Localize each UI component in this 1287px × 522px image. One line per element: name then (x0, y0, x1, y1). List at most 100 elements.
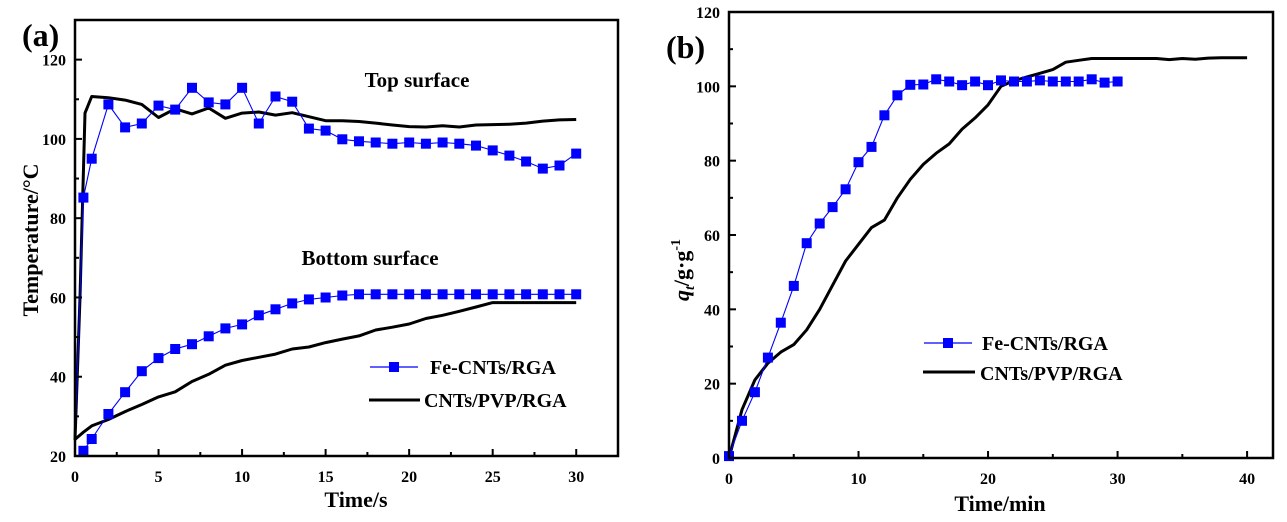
data-point (1086, 74, 1097, 85)
data-point (237, 82, 248, 93)
legend-a-fe-label: Fe-CNTs/RGA (430, 357, 556, 379)
panel-b-series (724, 56, 1248, 462)
data-point (853, 157, 864, 168)
data-point (554, 160, 565, 171)
data-point (253, 310, 264, 321)
panel-a-label: (a) (22, 17, 59, 53)
data-point (944, 76, 955, 87)
data-point (337, 134, 348, 145)
data-point (471, 140, 481, 151)
data-point (270, 91, 281, 102)
data-point (775, 317, 786, 328)
data-point (931, 74, 942, 85)
data-point (78, 192, 89, 203)
data-point (1009, 76, 1019, 87)
x-tick-label: 30 (1110, 471, 1126, 488)
data-point (454, 289, 465, 300)
y-tick-label: 40 (704, 302, 720, 319)
panel-b-y-axis-title: qt/g·g-1 (669, 239, 698, 301)
data-point (1034, 75, 1045, 86)
data-point (504, 150, 515, 161)
data-point (892, 90, 903, 101)
data-point (354, 289, 364, 300)
y-tick-label: 0 (712, 451, 720, 468)
data-point (103, 99, 114, 110)
data-point (86, 153, 97, 164)
series-line-cnts-pvp-rga-bottom-surface (74, 301, 577, 441)
data-point (136, 118, 147, 129)
data-point (153, 353, 164, 364)
y-tick-label: 20 (50, 449, 66, 466)
panel-a-x-axis-title: Time/s (324, 487, 388, 512)
panel-a-legend: Fe-CNTs/RGA CNTs/PVP/RGA (369, 357, 567, 412)
x-tick-label: 10 (234, 469, 250, 486)
data-point (1073, 76, 1084, 87)
legend-b-fe-label: Fe-CNTs/RGA (982, 333, 1108, 355)
y-tick-label: 60 (50, 290, 66, 307)
series-cnts-pvp-rga (727, 56, 1248, 459)
data-point (571, 148, 582, 159)
data-point (537, 163, 548, 174)
data-point (120, 122, 131, 133)
data-point (354, 136, 364, 147)
panel-a-x-ticks: 0 5 10 15 20 25 30 (71, 449, 584, 486)
panel-a-plot-frame (73, 18, 620, 458)
data-point (287, 298, 298, 309)
data-point (220, 323, 231, 334)
data-point (86, 434, 97, 444)
ylabel-sub: t (683, 285, 698, 290)
panel-b-adsorption-chart: (b) 0 10 20 30 40 0 20 40 60 80 100 120 Time/min q… (666, 5, 1275, 516)
data-point (996, 75, 1006, 86)
data-point (337, 290, 348, 301)
ylabel-sup: -1 (669, 239, 684, 251)
data-point (437, 289, 448, 300)
x-tick-label: 20 (980, 471, 996, 488)
y-tick-label: 80 (50, 211, 66, 228)
legend-b-fe-marker (943, 338, 953, 348)
data-point (788, 280, 799, 291)
data-point (103, 409, 114, 419)
series-fe-cnts-rga-top-surface (74, 82, 582, 441)
data-point (420, 138, 431, 149)
data-point (370, 289, 381, 300)
series-line-fe-cnts-rga (728, 78, 1118, 457)
data-point (253, 118, 264, 129)
data-point (420, 289, 431, 300)
data-point (905, 79, 916, 90)
data-point (918, 79, 929, 90)
data-point (454, 138, 465, 149)
data-point (840, 184, 851, 195)
data-point (237, 319, 248, 330)
data-point (814, 218, 825, 229)
series-line-cnts-pvp-rga-top-surface (73, 95, 577, 441)
data-point (537, 289, 548, 300)
x-tick-label: 25 (485, 469, 501, 486)
data-point (487, 145, 498, 156)
panel-a-temperature-chart: (a) 0 5 10 15 20 25 30 20 40 60 80 100 120 Time/s T… (18, 17, 620, 512)
panel-a-series (73, 82, 582, 456)
data-point (970, 76, 981, 87)
ylabel-rest: /g·g (669, 251, 694, 287)
annotation-bottom-surface: Bottom surface (301, 246, 438, 270)
data-point (957, 80, 968, 91)
data-point (404, 137, 415, 148)
data-point (303, 294, 314, 305)
data-point (203, 97, 214, 108)
y-tick-label: 20 (704, 377, 720, 394)
data-point (471, 289, 481, 300)
x-tick-label: 30 (568, 469, 584, 486)
panel-a-y-axis-title: Temperature/°C (18, 163, 43, 316)
series-cnts-pvp-rga-top-surface (73, 95, 577, 441)
data-point (153, 100, 164, 111)
data-point (762, 352, 773, 363)
data-point (521, 156, 532, 167)
data-point (78, 445, 89, 456)
series-fe-cnts-rga-bottom-surface (78, 289, 582, 456)
data-point (437, 137, 448, 148)
data-point (571, 289, 582, 300)
x-tick-label: 40 (1239, 471, 1255, 488)
data-point (187, 82, 197, 93)
data-point (866, 141, 877, 152)
data-point (1021, 76, 1032, 87)
data-point (120, 387, 131, 398)
